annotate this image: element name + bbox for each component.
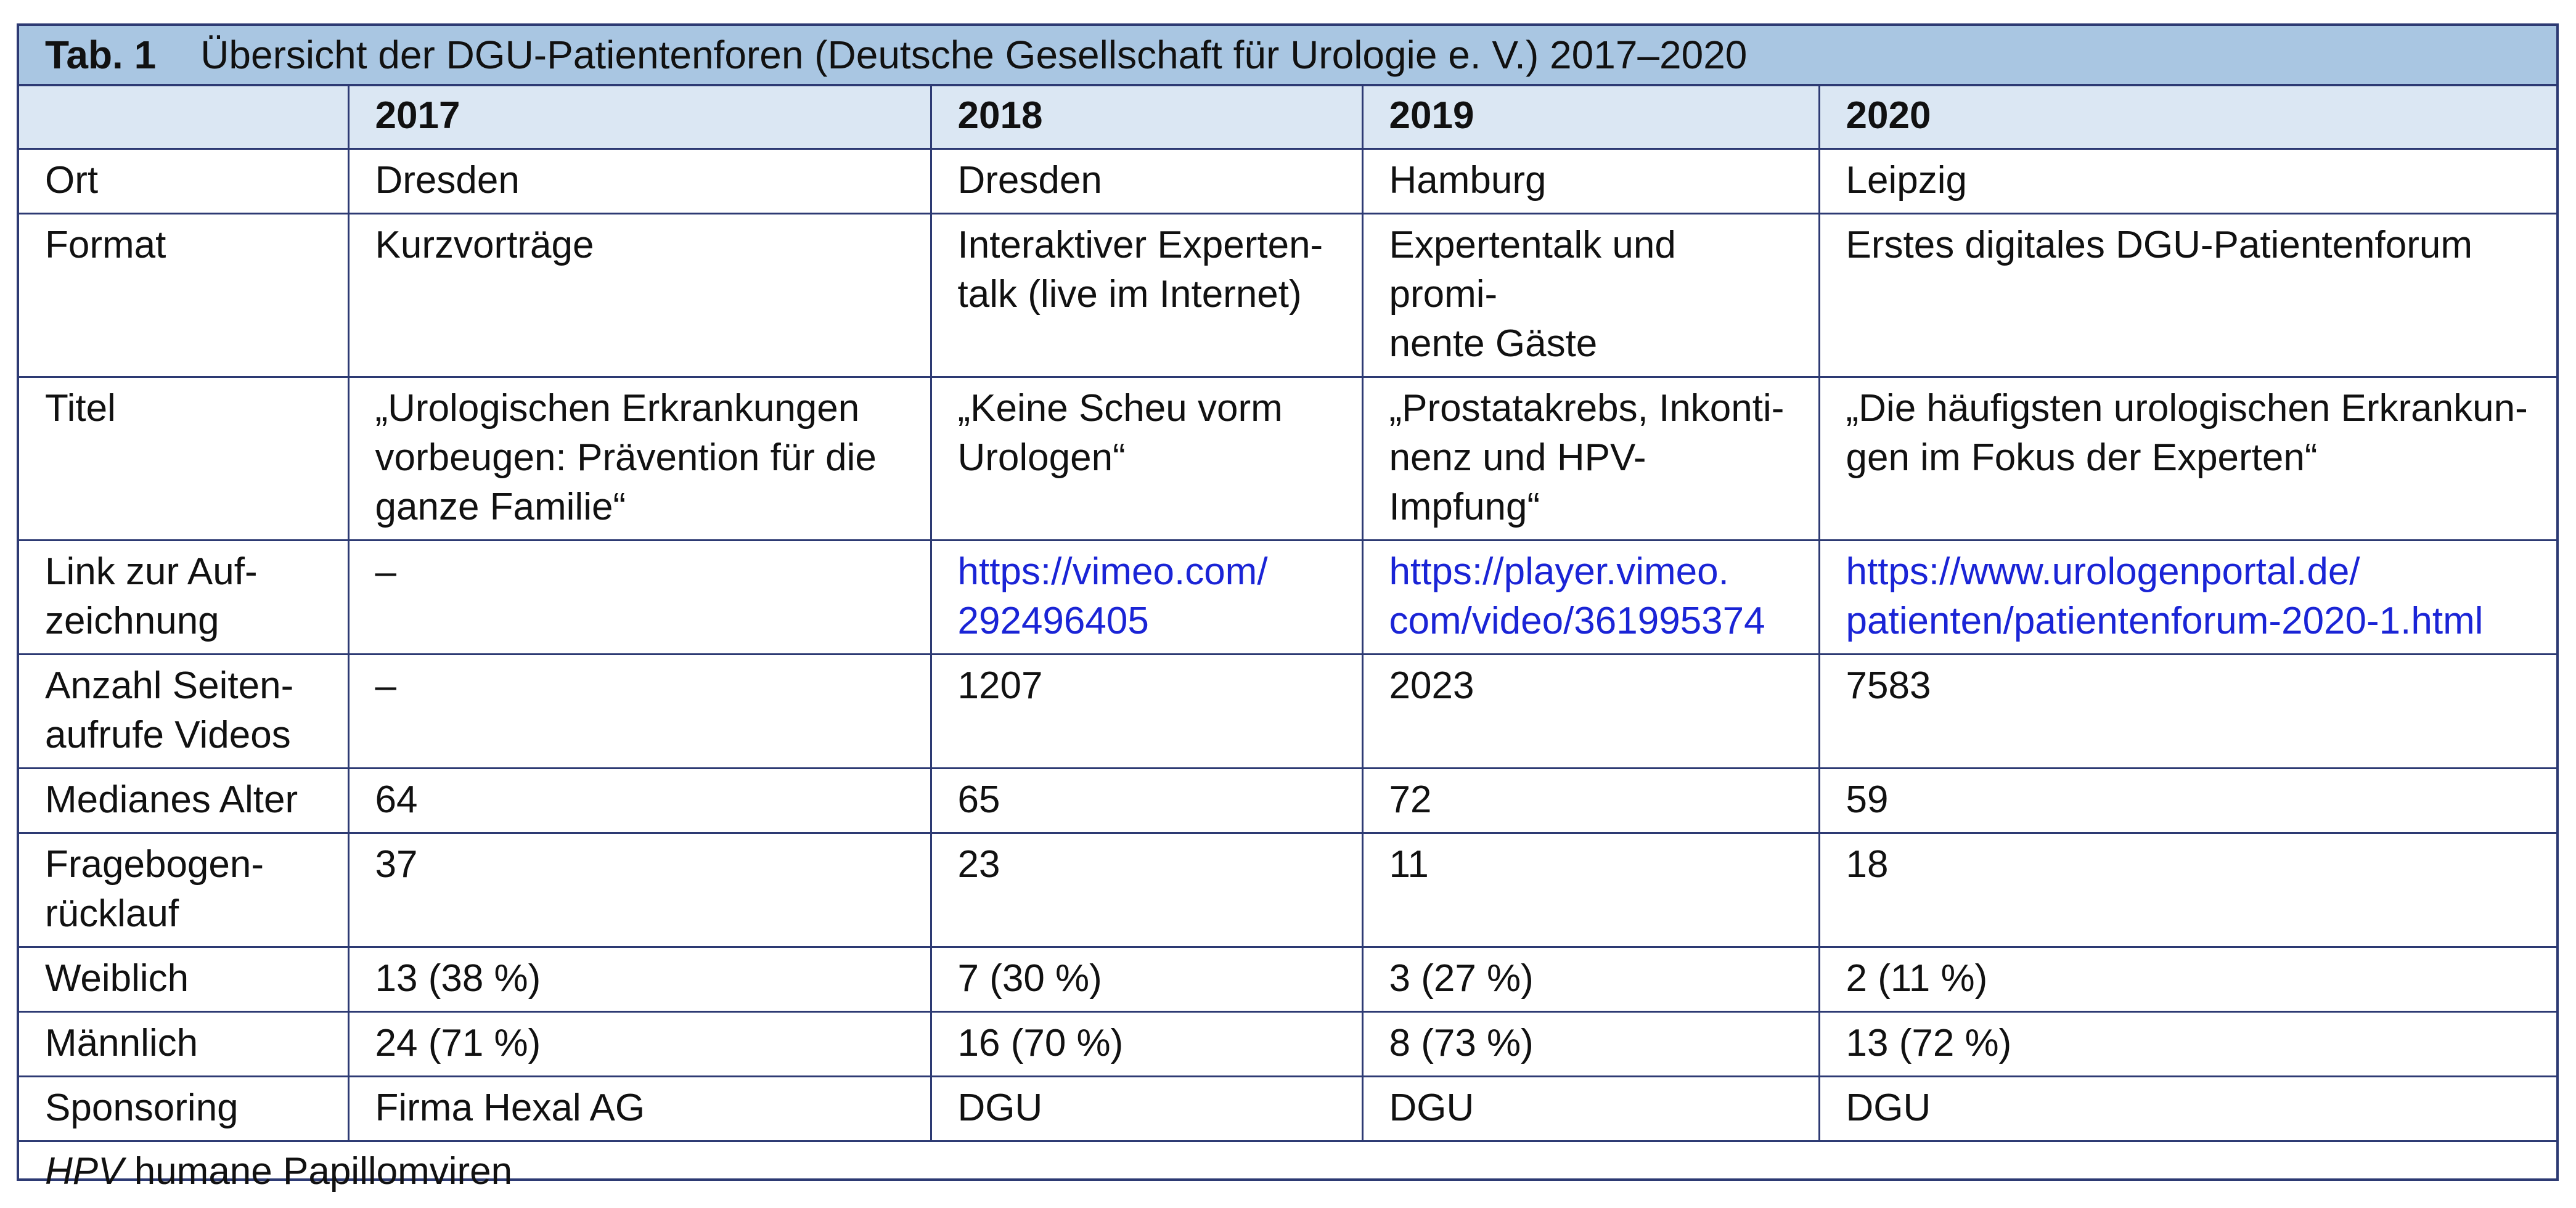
table-cell: 59 <box>1818 767 2556 834</box>
table-cell: Firma Hexal AG <box>347 1075 932 1142</box>
table-cell: 16 (70 %) <box>930 1011 1364 1077</box>
table-cell: 13 (72 %) <box>1818 1011 2556 1077</box>
table-cell: – <box>347 539 932 655</box>
table-body: Ort Dresden Dresden Hamburg Leipzig Format Kur… <box>19 149 2556 1142</box>
header-cell-empty <box>19 86 350 150</box>
table-row: Format Kurzvorträge Interaktiver Experten-… <box>19 213 2556 378</box>
table-cell: 7 (30 %) <box>930 946 1364 1013</box>
table-cell: Kurzvorträge <box>347 213 932 378</box>
row-label: Fragebogen-rücklauf <box>19 832 350 948</box>
recording-link[interactable]: https://player.vimeo. com/video/361995374 <box>1361 539 1820 655</box>
recording-link[interactable]: https://www.urologenportal.de/patienten/… <box>1818 539 2556 655</box>
forum-table: 2017 2018 2019 2020 Ort Dresden Dresden Ham… <box>19 86 2556 1142</box>
table-cell: – <box>347 653 932 769</box>
table-cell: 13 (38 %) <box>347 946 932 1013</box>
table-cell: DGU <box>1361 1075 1820 1142</box>
table-cell: 72 <box>1361 767 1820 834</box>
table-cell: „Keine Scheu vorm Urologen“ <box>930 376 1364 541</box>
row-label: Sponsoring <box>19 1075 350 1142</box>
table-cell: „Urologischen Erkrankungen vorbeugen: Prä… <box>347 376 932 541</box>
table-cell: Erstes digitales DGU-Patientenforum <box>1818 213 2556 378</box>
table-cell: 7583 <box>1818 653 2556 769</box>
recording-link[interactable]: https://vimeo.com/292496405 <box>930 539 1364 655</box>
table-row: Link zur Auf-zeichnung – https://vimeo.com… <box>19 539 2556 655</box>
table-cell: 24 (71 %) <box>347 1011 932 1077</box>
header-cell-2017: 2017 <box>347 86 932 150</box>
table-cell: DGU <box>1818 1075 2556 1142</box>
header-cell-2019: 2019 <box>1361 86 1820 150</box>
row-label: Weiblich <box>19 946 350 1013</box>
table-row: Titel „Urologischen Erkrankungen vorbeugen… <box>19 376 2556 541</box>
row-label: Link zur Auf-zeichnung <box>19 539 350 655</box>
table-cell: Dresden <box>930 149 1364 214</box>
row-label: Anzahl Seiten-aufrufe Videos <box>19 653 350 769</box>
table-caption: Tab. 1 Übersicht der DGU-Patientenforen … <box>19 26 2556 86</box>
table-row: Männlich 24 (71 %) 16 (70 %) 8 (73 %) 13 (72… <box>19 1011 2556 1077</box>
table-cell: Expertentalk und promi-nente Gäste <box>1361 213 1820 378</box>
table-cell: 11 <box>1361 832 1820 948</box>
table-cell: 8 (73 %) <box>1361 1011 1820 1077</box>
table-row: Sponsoring Firma Hexal AG DGU DGU DGU <box>19 1075 2556 1142</box>
table-number: Tab. 1 <box>45 33 157 77</box>
table-cell: Hamburg <box>1361 149 1820 214</box>
table-cell: 23 <box>930 832 1364 948</box>
table-cell: 18 <box>1818 832 2556 948</box>
table-cell: 3 (27 %) <box>1361 946 1820 1013</box>
table-cell: „Prostatakrebs, Inkonti-nenz und HPV-Imp… <box>1361 376 1820 541</box>
table-row: Fragebogen-rücklauf 37 23 11 18 <box>19 832 2556 948</box>
table-cell: 37 <box>347 832 932 948</box>
table-cell: 2 (11 %) <box>1818 946 2556 1013</box>
table-cell: Dresden <box>347 149 932 214</box>
row-label: Ort <box>19 149 350 214</box>
table-row: Anzahl Seiten-aufrufe Videos –1207 2023 758… <box>19 653 2556 769</box>
table-row: Medianes Alter 64 65 72 59 <box>19 767 2556 834</box>
table-cell: 1207 <box>930 653 1364 769</box>
header-row: 2017 2018 2019 2020 <box>19 86 2556 150</box>
row-label: Format <box>19 213 350 378</box>
table-cell: 65 <box>930 767 1364 834</box>
table-footnote: HPV humane Papillomviren <box>19 1142 2556 1201</box>
table-title: Übersicht der DGU-Patientenforen (Deutsc… <box>200 33 1748 77</box>
row-label: Männlich <box>19 1011 350 1077</box>
table-cell: Interaktiver Experten-talk (live im Inte… <box>930 213 1364 378</box>
row-label: Titel <box>19 376 350 541</box>
footnote-text: humane Papillomviren <box>123 1150 513 1193</box>
table-frame: Tab. 1 Übersicht der DGU-Patientenforen … <box>17 23 2559 1193</box>
table-row: Weiblich 13 (38 %) 7 (30 %) 3 (27 %) 2 (11 %… <box>19 946 2556 1013</box>
header-cell-2020: 2020 <box>1818 86 2556 150</box>
table-cell: 2023 <box>1361 653 1820 769</box>
table-cell: Leipzig <box>1818 149 2556 214</box>
table-row: Ort Dresden Dresden Hamburg Leipzig <box>19 149 2556 214</box>
table-cell: 64 <box>347 767 932 834</box>
footnote-abbreviation: HPV <box>45 1150 124 1193</box>
table-cell: „Die häufigsten urologischen Erkrankun-g… <box>1818 376 2556 541</box>
row-label: Medianes Alter <box>19 767 350 834</box>
table-cell: DGU <box>930 1075 1364 1142</box>
header-cell-2018: 2018 <box>930 86 1364 150</box>
